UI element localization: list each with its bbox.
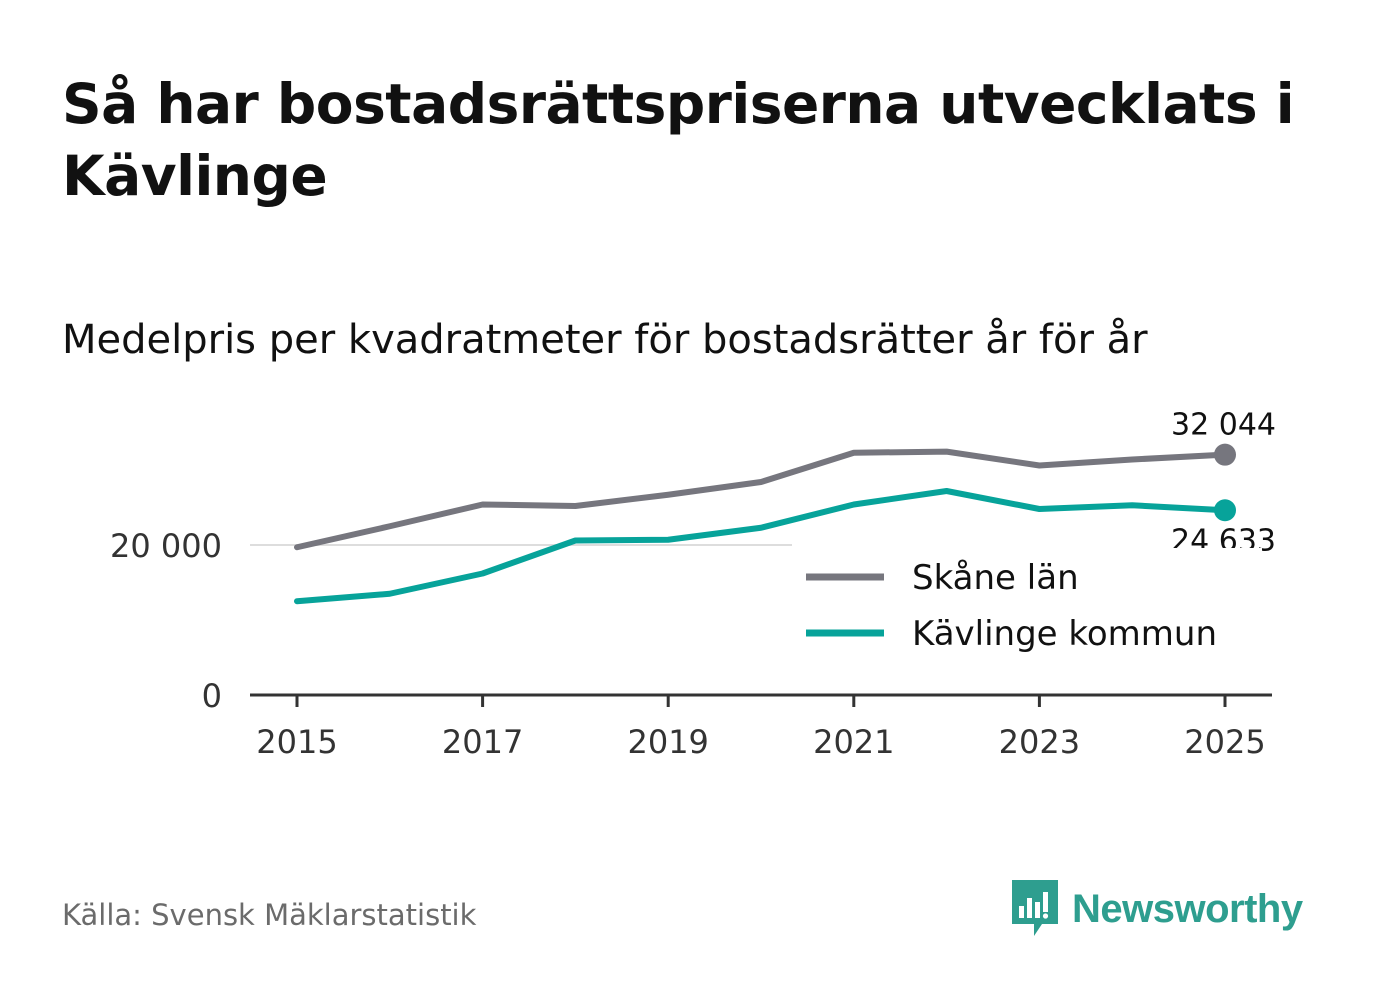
legend-label-1: Kävlinge kommun	[912, 614, 1217, 654]
chart-title: Så har bostadsrättspriserna utvecklats i…	[62, 72, 1295, 208]
legend-background	[792, 548, 1262, 668]
y-tick-label: 0	[202, 677, 222, 715]
legend-label-0: Skåne län	[912, 558, 1079, 598]
newsworthy-logo-icon	[1012, 880, 1058, 936]
series-endpoint-1	[1214, 499, 1236, 522]
x-tick-label: 2017	[442, 723, 523, 761]
source-note: Källa: Svensk Mäklarstatistik	[62, 898, 477, 932]
series-endpoint-0	[1214, 443, 1236, 466]
axes: 0 20 000 2015 2017 2019 2021 2023 2025	[110, 527, 1272, 761]
brand-logo: Newsworthy	[1010, 878, 1303, 940]
x-tick-label: 2015	[256, 723, 337, 761]
series-line-1	[294, 488, 1228, 605]
legend: Skåne län Kävlinge kommun	[792, 548, 1262, 668]
x-tick-label: 2025	[1184, 723, 1265, 761]
series-end-label-0: 32 044	[1171, 408, 1276, 443]
y-tick-label: 20 000	[110, 527, 222, 565]
chart-subtitle: Medelpris per kvadratmeter för bostadsrä…	[62, 317, 1148, 363]
x-tick-label: 2019	[627, 723, 708, 761]
brand-name: Newsworthy	[1072, 886, 1303, 931]
x-tick-label: 2023	[999, 723, 1080, 761]
x-tick-label: 2021	[813, 723, 894, 761]
series-line-0	[294, 448, 1228, 551]
